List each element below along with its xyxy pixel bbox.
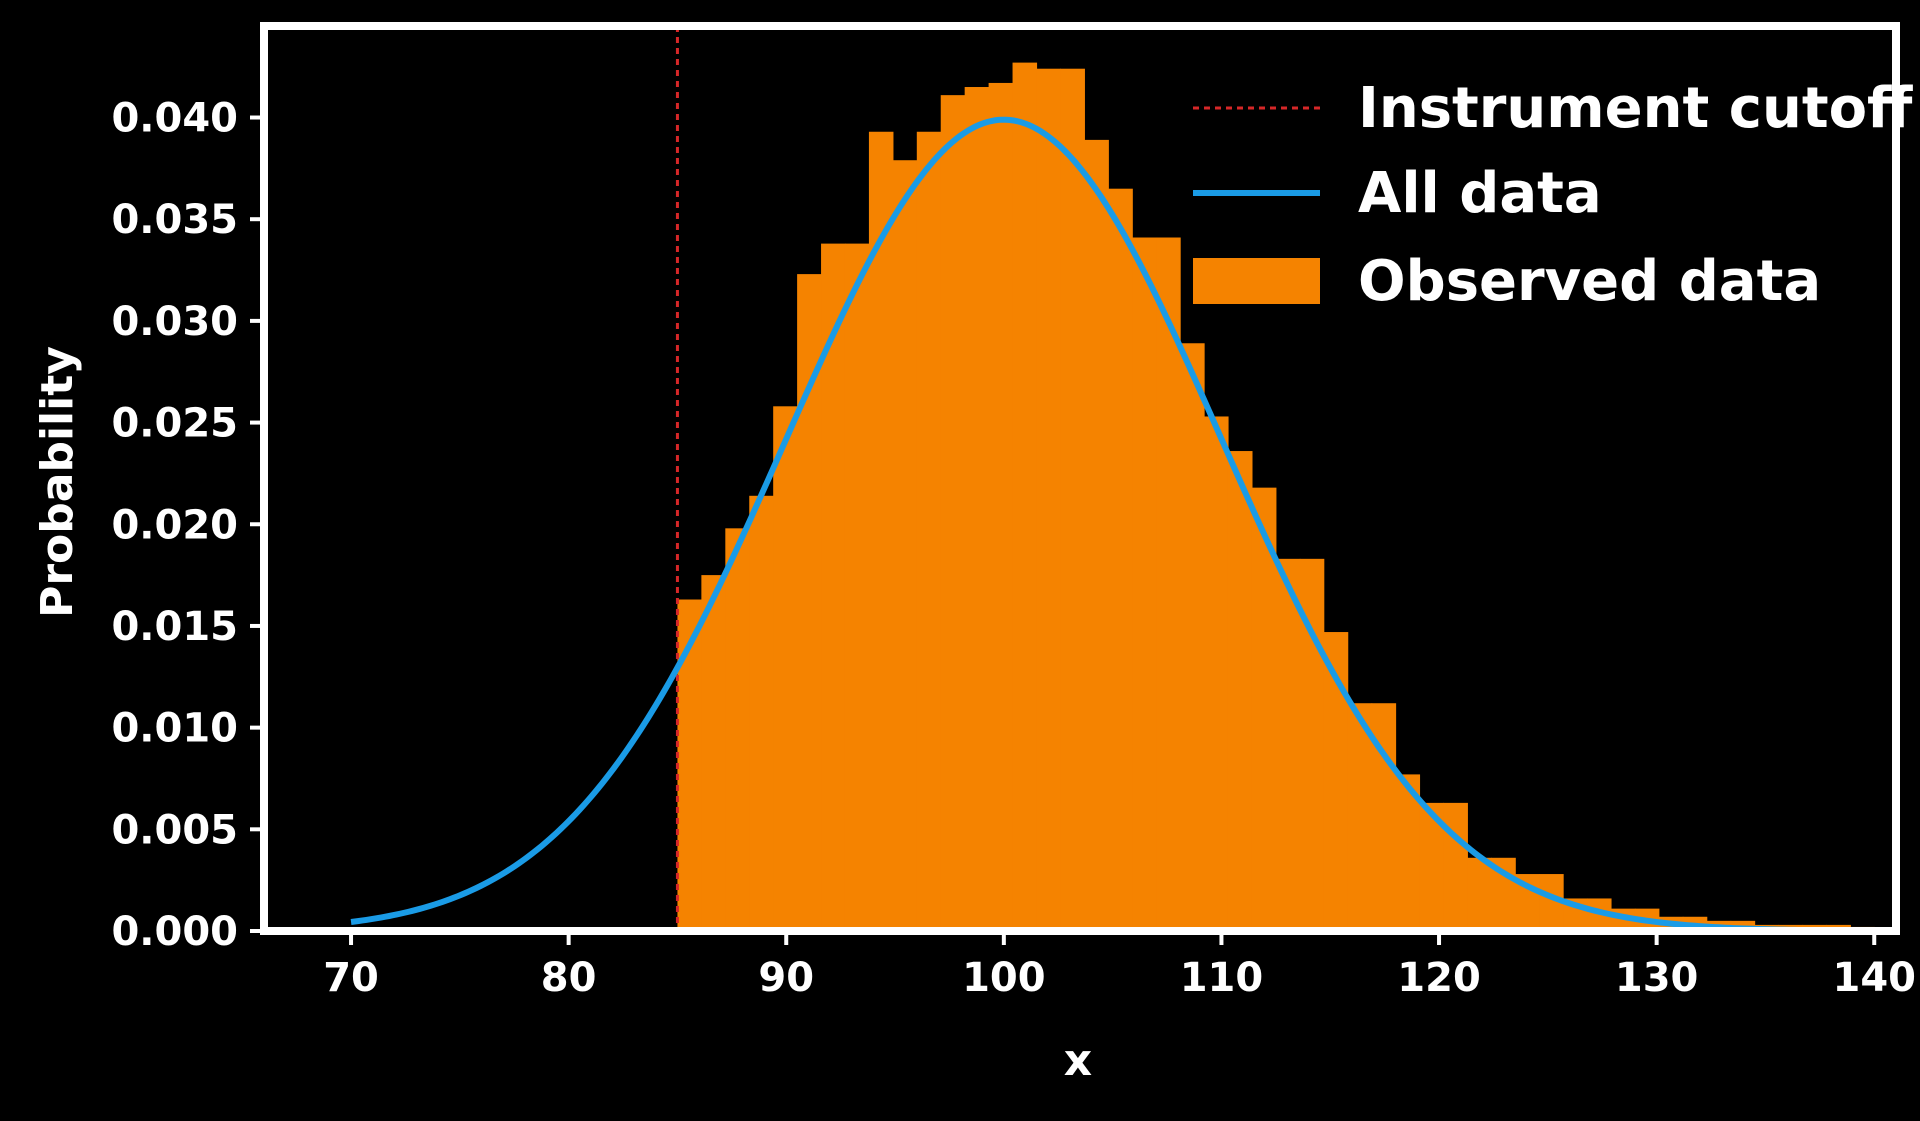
x-tick-label: 130: [1615, 955, 1699, 1001]
histogram-bar: [940, 95, 966, 932]
plot-frame: [260, 22, 1900, 935]
curve-all-data: [350, 116, 1875, 934]
legend: Instrument cutoff All data Observed data: [1193, 76, 1913, 314]
legend-label-observed-data: Observed data: [1358, 249, 1821, 314]
histogram-bar: [1251, 487, 1277, 931]
histogram-bar: [1084, 139, 1109, 931]
x-tick-label: 70: [323, 955, 379, 1001]
x-tick-label: 140: [1832, 955, 1916, 1001]
y-tick-label: 0.025: [111, 401, 238, 447]
y-tick-label: 0.015: [111, 604, 238, 650]
legend-label-all-data: All data: [1358, 161, 1602, 226]
y-axis-ticks: 0.000 0.005 0.010 0.015 0.020 0.025 0.030 0.035…: [111, 96, 264, 955]
histogram-bar: [916, 131, 942, 931]
y-tick-label: 0.020: [111, 502, 238, 548]
x-tick-label: 120: [1397, 955, 1481, 1001]
y-tick-label: 0.000: [111, 909, 238, 955]
histogram-bar: [1204, 416, 1229, 931]
y-tick-label: 0.005: [111, 807, 238, 853]
x-axis-ticks: 70 80 90 100 110 120 130 140: [323, 931, 1916, 1001]
x-tick-label: 100: [962, 955, 1046, 1001]
x-axis-label: x: [1064, 1035, 1092, 1086]
histogram-bars: [677, 62, 1875, 932]
x-tick-label: 80: [541, 955, 597, 1001]
histogram-bar: [1180, 343, 1205, 931]
histogram-bar: [1132, 237, 1157, 931]
histogram-bar: [844, 243, 870, 931]
y-tick-label: 0.010: [111, 706, 238, 752]
legend-label-cutoff: Instrument cutoff: [1358, 76, 1913, 141]
histogram-bar: [892, 160, 918, 931]
histogram-bar: [1467, 857, 1492, 931]
histogram-bar: [988, 82, 1014, 931]
histogram-bar: [1347, 703, 1373, 931]
x-tick-label: 110: [1180, 955, 1264, 1001]
y-tick-label: 0.030: [111, 299, 238, 345]
histogram-bar: [773, 406, 798, 932]
histogram-bar: [1012, 62, 1038, 931]
y-tick-label: 0.040: [111, 96, 238, 142]
y-axis-label: Probability: [32, 346, 83, 618]
histogram-bar: [1108, 188, 1133, 931]
histogram-bar: [1036, 68, 1062, 931]
histogram-bar: [868, 131, 894, 931]
legend-swatch-observed-data: [1193, 258, 1320, 304]
histogram-bar: [964, 87, 990, 932]
histogram-bar: [1060, 68, 1085, 931]
histogram-bar: [1156, 237, 1181, 931]
histogram-bar: [749, 495, 774, 931]
y-tick-label: 0.035: [111, 197, 238, 243]
histogram-bar: [725, 528, 750, 931]
x-tick-label: 90: [758, 955, 814, 1001]
histogram-bar: [1227, 451, 1253, 931]
histogram-bar: [701, 575, 726, 931]
histogram-bar: [1275, 558, 1301, 931]
histogram-bar: [1443, 802, 1468, 931]
